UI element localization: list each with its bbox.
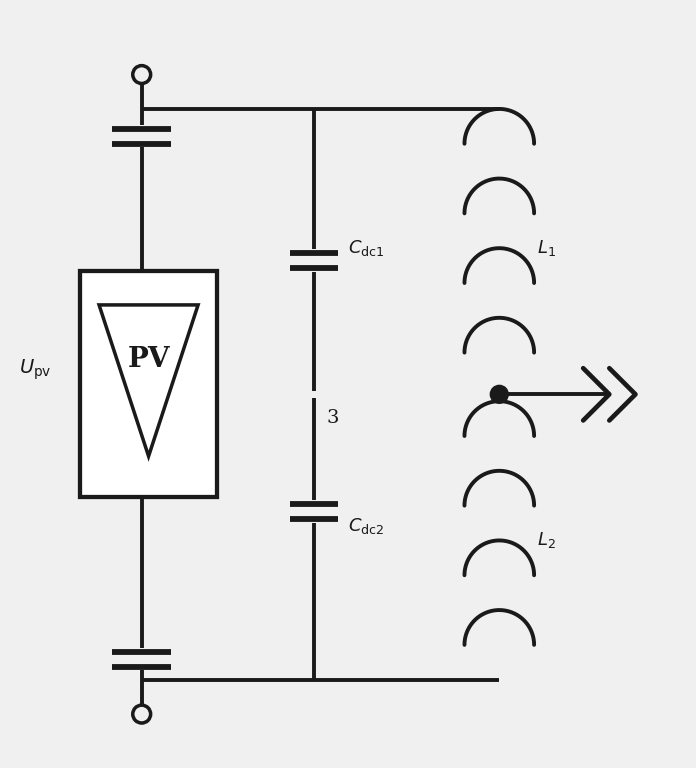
Text: $C_{\rm dc1}$: $C_{\rm dc1}$ [348, 238, 384, 258]
Polygon shape [99, 305, 198, 456]
Bar [80, 270, 217, 498]
Text: $L_{\rm 1}$: $L_{\rm 1}$ [537, 238, 556, 258]
Text: $L_{\rm 2}$: $L_{\rm 2}$ [537, 531, 556, 551]
Text: $C_{\rm dc2}$: $C_{\rm dc2}$ [348, 516, 384, 536]
Text: PV: PV [127, 346, 170, 373]
Text: 3: 3 [326, 409, 339, 427]
Text: $U_{\rm pv}$: $U_{\rm pv}$ [19, 358, 52, 382]
Circle shape [491, 386, 508, 403]
